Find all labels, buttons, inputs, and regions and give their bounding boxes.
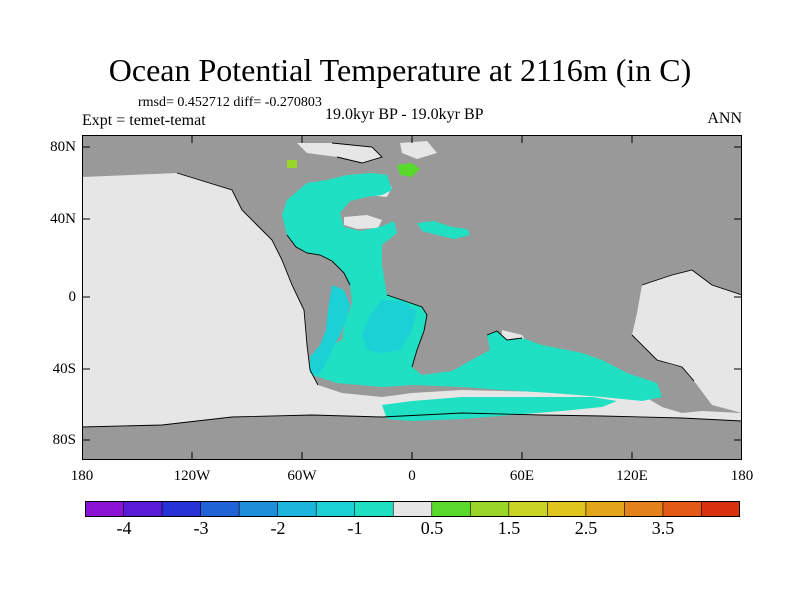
colorbar-label: 3.5 — [651, 518, 675, 538]
lon-label-60w: 60W — [287, 468, 317, 484]
colorbar-cell — [315, 501, 356, 517]
colorbar-label: -1 — [347, 518, 363, 538]
experiment-label: Expt = temet-temat — [82, 112, 206, 129]
colorbar-cell — [585, 501, 626, 517]
lat-label-80n: 80N — [50, 139, 76, 155]
colorbar-cell — [431, 501, 471, 517]
colorbar-cell — [238, 501, 279, 517]
colorbar-cell — [161, 501, 202, 517]
lon-label-0: 0 — [408, 468, 416, 484]
colorbar-cell — [469, 501, 510, 517]
colorbar-label: -2 — [270, 518, 286, 538]
greenland-patch — [287, 160, 297, 168]
tick-marks — [82, 135, 742, 460]
stats-readout: rmsd= 0.452712 diff= -0.270803 — [138, 95, 322, 110]
colorbar-cell — [392, 501, 433, 517]
lon-label-180e: 180 — [730, 468, 754, 484]
map-panel — [82, 135, 742, 460]
coastlines — [82, 142, 742, 428]
nordic-patch — [397, 163, 420, 177]
colorbar-cell — [123, 501, 163, 517]
atlantic-anomaly — [282, 173, 662, 421]
lon-label-60e: 60E — [509, 468, 535, 484]
colorbar-cell — [624, 501, 664, 517]
period-label: 19.0kyr BP - 19.0kyr BP — [325, 106, 484, 123]
lat-label-0: 0 — [68, 289, 77, 305]
colorbar-label: 1.5 — [497, 518, 521, 538]
lat-label-80s: 80S — [52, 432, 76, 448]
lat-label-40n: 40N — [50, 211, 76, 227]
colorbar-cell — [662, 501, 703, 517]
lon-label-120e: 120E — [616, 468, 648, 484]
colorbar-cell — [85, 501, 125, 517]
antarctica — [82, 413, 742, 460]
colorbar-label: -3 — [193, 518, 209, 538]
colorbar-cell — [354, 501, 394, 517]
lon-label-180w: 180 — [70, 468, 94, 484]
lon-label-120w: 120W — [173, 468, 211, 484]
mediterranean — [417, 221, 470, 239]
lat-label-40s: 40S — [52, 361, 76, 377]
plot-title: Ocean Potential Temperature at 2116m (in… — [108, 52, 692, 88]
colorbar-cell — [508, 501, 548, 517]
colorbar-cell — [701, 501, 740, 517]
colorbar-label: 0.5 — [420, 518, 444, 538]
season-label: ANN — [707, 110, 742, 127]
colorbar — [85, 501, 740, 517]
colorbar-cell — [200, 501, 240, 517]
colorbar-cell — [547, 501, 587, 517]
colorbar-label: 2.5 — [574, 518, 598, 538]
colorbar-cell — [277, 501, 317, 517]
colorbar-label: -4 — [116, 518, 132, 538]
